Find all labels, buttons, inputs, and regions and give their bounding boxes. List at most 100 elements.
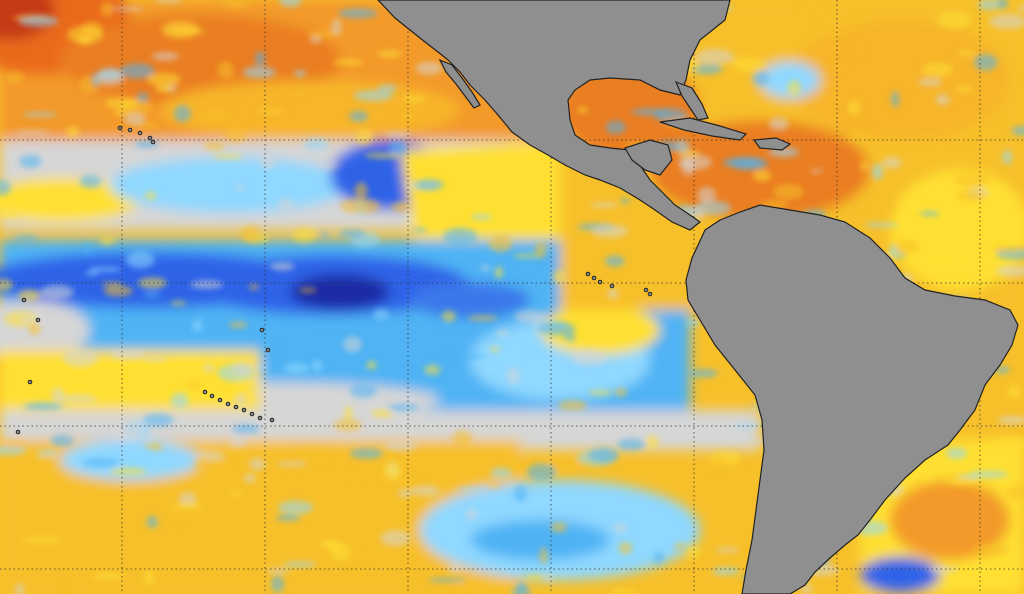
anomaly-speck — [577, 106, 588, 114]
anomaly-speck — [988, 13, 1024, 30]
anomaly-speck — [443, 227, 478, 246]
anomaly-speck — [294, 70, 306, 77]
anomaly-speck — [366, 360, 377, 370]
anomaly-speck — [273, 347, 282, 355]
anomaly-speck — [174, 105, 191, 123]
anomaly-speck — [722, 157, 763, 168]
anomaly-speck — [62, 349, 98, 367]
anomaly-speck — [810, 169, 823, 174]
anomaly-speck — [238, 378, 259, 396]
island-dot — [225, 401, 231, 407]
island-dot — [585, 271, 591, 277]
anomaly-speck — [428, 577, 467, 583]
island-dot — [249, 411, 255, 417]
anomaly-speck — [283, 561, 316, 568]
anomaly-speck — [928, 262, 965, 273]
anomaly-speck — [249, 457, 266, 471]
anomaly-speck — [1004, 486, 1024, 499]
anomaly-speck — [79, 174, 102, 188]
anomaly-speck — [496, 329, 509, 337]
anomaly-speck — [486, 482, 501, 488]
anomaly-speck — [588, 389, 613, 396]
anomaly-speck — [13, 130, 51, 135]
anomaly-speck — [143, 291, 160, 299]
island-dot — [241, 407, 247, 413]
island-dot — [150, 139, 156, 145]
anomaly-speck — [50, 434, 74, 447]
cool-patch-southwest — [60, 440, 200, 480]
anomaly-speck — [447, 353, 487, 360]
anomaly-speck — [63, 583, 72, 591]
anomaly-speck — [489, 346, 500, 352]
anomaly-speck — [243, 66, 276, 79]
anomaly-speck — [276, 461, 306, 467]
island-dot — [209, 393, 215, 399]
anomaly-speck — [231, 424, 260, 434]
island-dot — [591, 275, 597, 281]
anomaly-speck — [1002, 149, 1013, 165]
anomaly-speck — [46, 146, 70, 159]
island-dot — [269, 417, 275, 423]
island-dot — [137, 130, 143, 136]
anomaly-speck — [275, 514, 301, 522]
anomaly-speck — [190, 280, 224, 289]
anomaly-speck — [178, 491, 197, 506]
anomaly-speck — [21, 317, 49, 322]
anomaly-speck — [364, 152, 403, 159]
anomaly-speck — [307, 31, 338, 38]
anomaly-speck — [686, 544, 701, 560]
anomaly-speck — [675, 139, 690, 154]
anomaly-speck — [527, 574, 545, 581]
anomaly-speck — [146, 515, 159, 529]
anomaly-speck — [715, 547, 739, 553]
anomaly-speck — [992, 436, 1024, 451]
anomaly-speck — [344, 405, 353, 422]
anomaly-speck — [28, 322, 41, 336]
anomaly-speck — [377, 84, 398, 93]
anomaly-speck — [299, 287, 317, 293]
anomaly-speck — [346, 467, 384, 482]
anomaly-speck — [327, 540, 341, 551]
anomaly-speck — [203, 142, 226, 151]
cuba-landmass — [659, 117, 748, 141]
anomaly-speck — [387, 403, 419, 412]
anomaly-speck — [537, 321, 576, 336]
anomaly-speck — [953, 173, 991, 187]
anomaly-speck — [415, 61, 443, 75]
cold-patch-southeast — [470, 520, 610, 560]
island-dot — [647, 291, 653, 297]
anomaly-speck — [881, 157, 902, 169]
anomaly-speck — [228, 321, 248, 328]
anomaly-speck — [413, 227, 427, 232]
anomaly-speck — [230, 361, 255, 376]
anomaly-speck — [956, 50, 976, 56]
anomaly-speck — [338, 229, 365, 238]
anomaly-speck — [970, 470, 1009, 478]
anomaly-speck — [278, 500, 314, 515]
anomaly-speck — [124, 112, 145, 126]
anomaly-speck — [2, 441, 26, 447]
anomaly-speck — [997, 415, 1024, 425]
anomaly-speck — [67, 26, 104, 44]
anomaly-speck — [82, 457, 121, 468]
anomaly-speck — [292, 227, 317, 243]
anomaly-speck — [136, 92, 149, 102]
anomaly-speck — [697, 186, 716, 204]
anomaly-speck — [447, 562, 462, 573]
anomaly-speck — [424, 364, 441, 375]
island-dot — [202, 389, 208, 395]
anomaly-speck — [228, 491, 242, 496]
north-america-landmass — [377, 0, 731, 231]
anomaly-speck — [110, 349, 146, 360]
anomaly-speck — [512, 253, 542, 258]
anomaly-speck — [202, 364, 215, 373]
anomaly-speck — [243, 473, 256, 483]
anomaly-speck — [847, 100, 861, 116]
yellow-patch-east — [540, 305, 660, 355]
anomaly-speck — [815, 31, 847, 37]
anomaly-speck — [39, 449, 57, 454]
anomaly-speck — [134, 140, 159, 149]
anomaly-speck — [170, 300, 187, 306]
anomaly-speck — [377, 50, 402, 58]
anomaly-speck — [215, 460, 246, 467]
